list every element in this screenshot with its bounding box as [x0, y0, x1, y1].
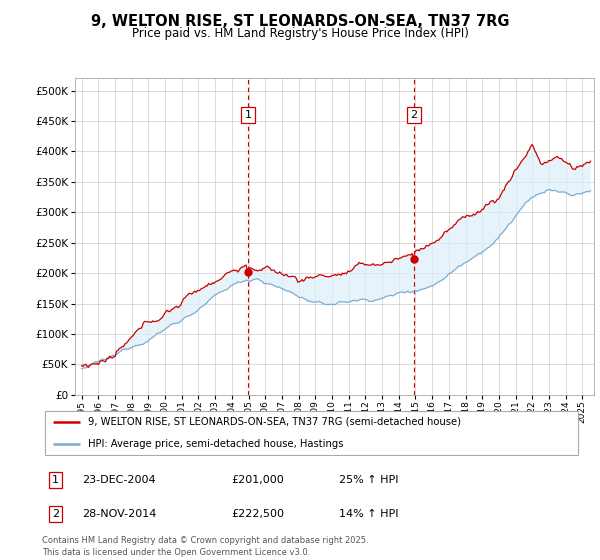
Text: 28-NOV-2014: 28-NOV-2014 — [83, 508, 157, 519]
Text: 1: 1 — [245, 110, 251, 120]
FancyBboxPatch shape — [45, 410, 578, 455]
Text: £222,500: £222,500 — [231, 508, 284, 519]
Text: Price paid vs. HM Land Registry's House Price Index (HPI): Price paid vs. HM Land Registry's House … — [131, 27, 469, 40]
Text: £201,000: £201,000 — [231, 475, 284, 486]
Text: 23-DEC-2004: 23-DEC-2004 — [83, 475, 156, 486]
Text: 2: 2 — [410, 110, 418, 120]
Text: Contains HM Land Registry data © Crown copyright and database right 2025.
This d: Contains HM Land Registry data © Crown c… — [42, 536, 368, 557]
Text: 2: 2 — [52, 508, 59, 519]
Text: HPI: Average price, semi-detached house, Hastings: HPI: Average price, semi-detached house,… — [88, 438, 343, 449]
Text: 1: 1 — [52, 475, 59, 486]
Text: 14% ↑ HPI: 14% ↑ HPI — [339, 508, 398, 519]
Text: 9, WELTON RISE, ST LEONARDS-ON-SEA, TN37 7RG: 9, WELTON RISE, ST LEONARDS-ON-SEA, TN37… — [91, 14, 509, 29]
Text: 25% ↑ HPI: 25% ↑ HPI — [339, 475, 398, 486]
Text: 9, WELTON RISE, ST LEONARDS-ON-SEA, TN37 7RG (semi-detached house): 9, WELTON RISE, ST LEONARDS-ON-SEA, TN37… — [88, 417, 461, 427]
